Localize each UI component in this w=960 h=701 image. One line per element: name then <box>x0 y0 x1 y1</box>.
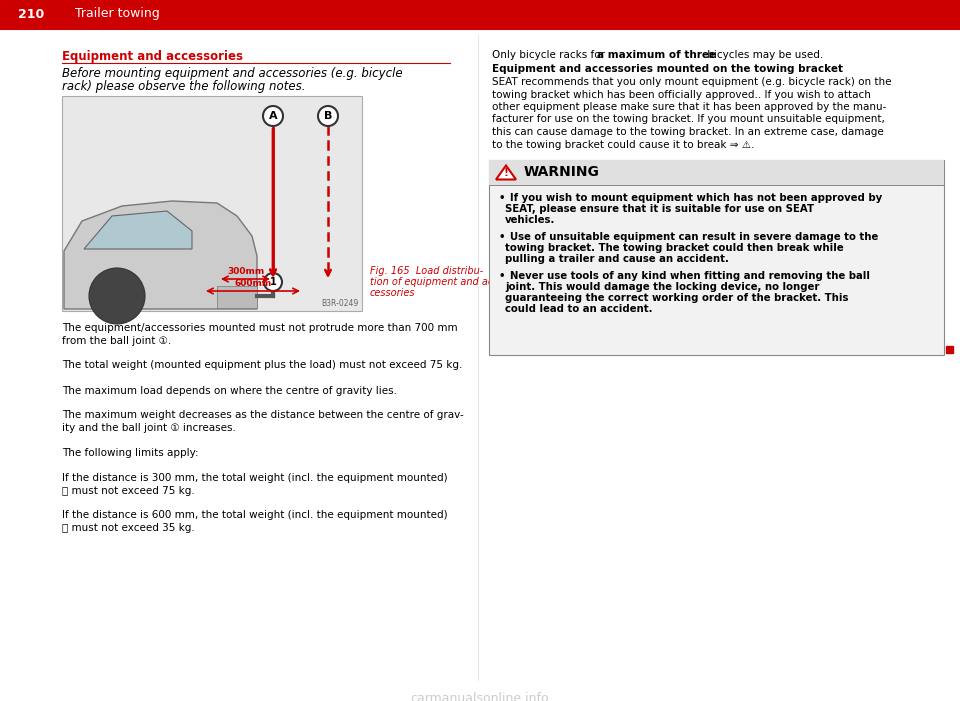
Text: Use of unsuitable equipment can result in severe damage to the: Use of unsuitable equipment can result i… <box>510 232 878 242</box>
Text: ity and the ball joint ① increases.: ity and the ball joint ① increases. <box>62 423 236 433</box>
Text: •: • <box>499 271 505 281</box>
Text: a maximum of three: a maximum of three <box>597 50 716 60</box>
Text: The total weight (mounted equipment plus the load) must not exceed 75 kg.: The total weight (mounted equipment plus… <box>62 360 463 371</box>
Text: Only bicycle racks for: Only bicycle racks for <box>492 50 609 60</box>
Circle shape <box>318 106 338 126</box>
Text: other equipment please make sure that it has been approved by the manu-: other equipment please make sure that it… <box>492 102 886 112</box>
Bar <box>946 346 953 353</box>
Text: 300mm: 300mm <box>228 267 265 276</box>
Text: If the distance is 600 mm, the total weight (incl. the equipment mounted): If the distance is 600 mm, the total wei… <box>62 510 447 521</box>
Circle shape <box>109 288 125 304</box>
Text: Ⓑ must not exceed 35 kg.: Ⓑ must not exceed 35 kg. <box>62 523 195 533</box>
Bar <box>62 96 362 311</box>
Bar <box>489 160 944 355</box>
Text: The maximum load depends on where the centre of gravity lies.: The maximum load depends on where the ce… <box>62 386 397 395</box>
Text: SEAT, please ensure that it is suitable for use on SEAT: SEAT, please ensure that it is suitable … <box>505 204 814 214</box>
Text: The following limits apply:: The following limits apply: <box>62 448 199 458</box>
Text: 1: 1 <box>270 277 276 287</box>
Text: facturer for use on the towing bracket. If you mount unsuitable equipment,: facturer for use on the towing bracket. … <box>492 114 885 125</box>
Text: rack) please observe the following notes.: rack) please observe the following notes… <box>62 80 305 93</box>
Text: to the towing bracket could cause it to break ⇒ ⚠.: to the towing bracket could cause it to … <box>492 139 755 149</box>
Text: •: • <box>499 232 505 242</box>
Circle shape <box>263 106 283 126</box>
Bar <box>217 286 257 308</box>
Text: towing bracket which has been officially approved.. If you wish to attach: towing bracket which has been officially… <box>492 90 871 100</box>
Circle shape <box>99 278 135 314</box>
Text: cessories: cessories <box>370 288 416 298</box>
Text: carmanualsonline.info: carmanualsonline.info <box>411 692 549 701</box>
Text: Ⓐ must not exceed 75 kg.: Ⓐ must not exceed 75 kg. <box>62 486 195 496</box>
Text: 600mm: 600mm <box>234 279 272 288</box>
Text: A: A <box>269 111 277 121</box>
Text: bicycles may be used.: bicycles may be used. <box>704 50 824 60</box>
Text: The equipment/accessories mounted must not protrude more than 700 mm: The equipment/accessories mounted must n… <box>62 323 458 333</box>
Text: B: B <box>324 111 332 121</box>
Text: If the distance is 300 mm, the total weight (incl. the equipment mounted): If the distance is 300 mm, the total wei… <box>62 473 447 483</box>
Text: If you wish to mount equipment which has not been approved by: If you wish to mount equipment which has… <box>510 193 882 203</box>
Bar <box>489 160 944 185</box>
Text: towing bracket. The towing bracket could then break while: towing bracket. The towing bracket could… <box>505 243 844 253</box>
Text: from the ball joint ①.: from the ball joint ①. <box>62 336 171 346</box>
Text: Never use tools of any kind when fitting and removing the ball: Never use tools of any kind when fitting… <box>510 271 870 281</box>
Text: 210: 210 <box>18 8 44 20</box>
Text: !: ! <box>504 168 509 179</box>
Text: could lead to an accident.: could lead to an accident. <box>505 304 653 314</box>
Bar <box>0 0 960 28</box>
Text: Before mounting equipment and accessories (e.g. bicycle: Before mounting equipment and accessorie… <box>62 67 402 80</box>
Circle shape <box>264 273 282 291</box>
Text: Equipment and accessories: Equipment and accessories <box>62 50 243 63</box>
Polygon shape <box>496 165 516 179</box>
Text: joint. This would damage the locking device, no longer: joint. This would damage the locking dev… <box>505 282 820 292</box>
Text: B3R-0249: B3R-0249 <box>321 299 358 308</box>
Text: this can cause damage to the towing bracket. In an extreme case, damage: this can cause damage to the towing brac… <box>492 127 884 137</box>
Polygon shape <box>64 201 257 309</box>
Text: •: • <box>499 193 505 203</box>
Polygon shape <box>84 211 192 249</box>
Text: vehicles.: vehicles. <box>505 215 556 225</box>
Text: SEAT recommends that you only mount equipment (e.g. bicycle rack) on the: SEAT recommends that you only mount equi… <box>492 77 892 87</box>
Text: guaranteeing the correct working order of the bracket. This: guaranteeing the correct working order o… <box>505 293 849 303</box>
Text: The maximum weight decreases as the distance between the centre of grav-: The maximum weight decreases as the dist… <box>62 411 464 421</box>
Text: pulling a trailer and cause an accident.: pulling a trailer and cause an accident. <box>505 254 729 264</box>
Circle shape <box>89 268 145 324</box>
Text: Equipment and accessories mounted on the towing bracket: Equipment and accessories mounted on the… <box>492 64 843 74</box>
Text: Trailer towing: Trailer towing <box>75 8 159 20</box>
Text: tion of equipment and ac-: tion of equipment and ac- <box>370 277 496 287</box>
Text: Fig. 165  Load distribu-: Fig. 165 Load distribu- <box>370 266 483 276</box>
Text: WARNING: WARNING <box>524 165 600 179</box>
